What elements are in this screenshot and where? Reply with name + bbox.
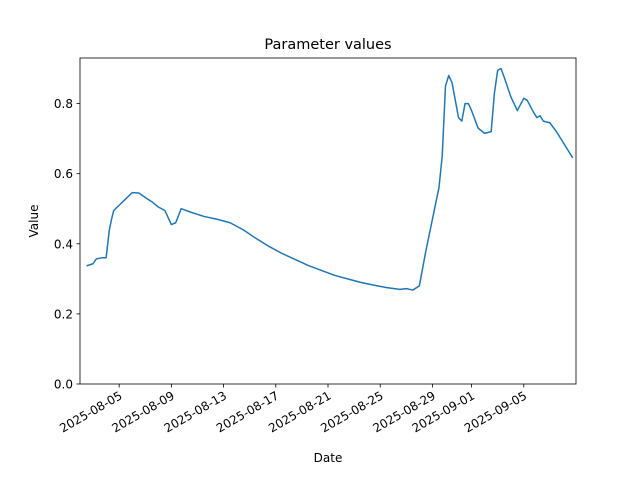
y-tick-label: 0.8 [54,97,73,111]
x-axis-label: Date [314,451,343,465]
y-tick-label: 0.2 [54,307,73,321]
y-axis-label: Value [27,205,41,238]
y-tick-label: 0.6 [54,167,73,181]
series-line [86,67,574,291]
y-axis: 0.0 0.2 0.4 0.6 0.8 [54,97,80,392]
y-tick-label: 0.4 [54,237,73,251]
y-tick-label: 0.0 [54,378,73,392]
chart-title: Parameter values [264,37,391,53]
